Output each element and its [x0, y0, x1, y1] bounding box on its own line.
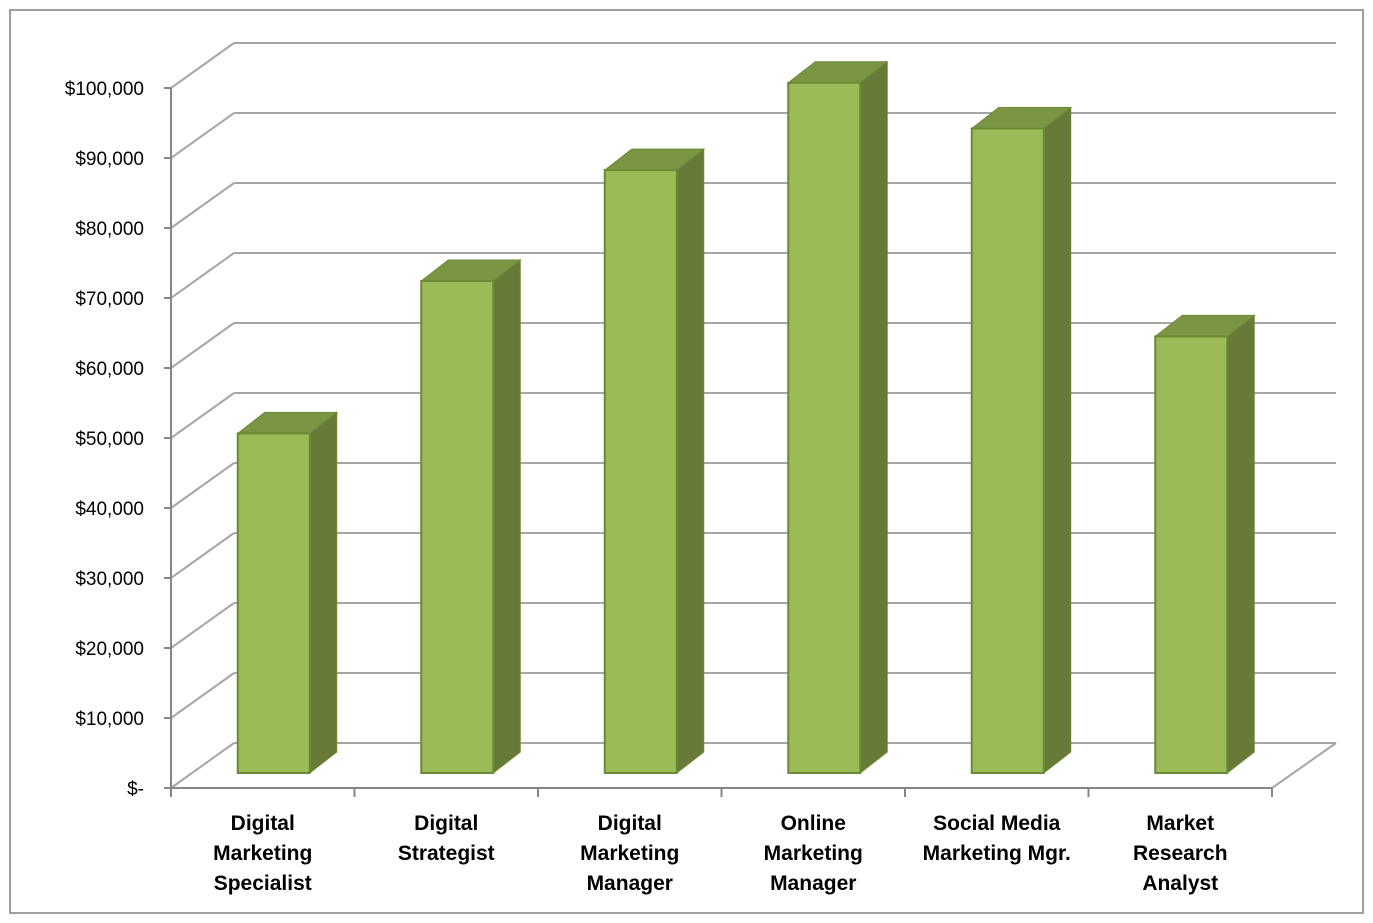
x-category-label-line: Research [1133, 842, 1228, 865]
gridline-side-7 [170, 252, 235, 299]
y-tick-label-10: $100,000 [65, 79, 144, 100]
bar-front-4 [970, 127, 1045, 774]
x-category-label-line: Social Media [933, 812, 1061, 835]
bar-side-0 [309, 411, 338, 775]
x-category-label-1: Digital Strategist [398, 812, 495, 865]
x-category-label-line: Marketing [580, 842, 679, 865]
bar-2 [603, 148, 706, 775]
y-tick-label-4: $40,000 [75, 499, 144, 520]
y-tick-label-0: $- [127, 779, 144, 800]
gridline-side-1 [170, 672, 235, 719]
x-category-label-0: Digital Marketing Specialist [213, 812, 312, 895]
gridline-side-8 [170, 182, 235, 229]
y-tick-label-5: $50,000 [75, 429, 144, 450]
bar-side-5 [1226, 314, 1255, 775]
gridline-side-0 [170, 742, 235, 789]
bar-0 [236, 411, 339, 775]
x-category-label-line: Specialist [214, 872, 312, 895]
x-category-label-5: Market Research Analyst [1133, 812, 1228, 895]
x-category-label-line: Manager [770, 872, 856, 895]
x-category-label-line: Digital [598, 812, 662, 835]
gridline-side-3 [170, 532, 235, 579]
x-category-label-line: Digital [231, 812, 295, 835]
bar-side-3 [859, 60, 888, 775]
x-category-label-4: Social Media Marketing Mgr. [923, 812, 1071, 865]
y-tick-label-7: $70,000 [75, 289, 144, 310]
bar-front-2 [603, 169, 678, 774]
x-category-label-line: Strategist [398, 842, 495, 865]
x-category-label-line: Online [781, 812, 846, 835]
bar-side-2 [676, 148, 705, 775]
x-category-label-line: Marketing [764, 842, 863, 865]
y-tick-label-6: $60,000 [75, 359, 144, 380]
bar-front-1 [420, 279, 495, 774]
bar-front-5 [1154, 335, 1229, 774]
x-category-label-3: Online Marketing Manager [764, 812, 863, 895]
bar-3 [786, 60, 889, 775]
x-category-label-line: Marketing [213, 842, 312, 865]
gridline-side-10 [170, 42, 235, 89]
bar-4 [970, 106, 1073, 775]
gridline-side-6 [170, 322, 235, 369]
gridline-side-4 [170, 462, 235, 509]
bar-1 [419, 258, 522, 775]
gridline-side-5 [170, 392, 235, 439]
x-category-label-2: Digital Marketing Manager [580, 812, 679, 895]
bar-front-0 [236, 432, 311, 774]
y-tick-label-2: $20,000 [75, 639, 144, 660]
y-tick-label-1: $10,000 [75, 709, 144, 730]
bar-5 [1153, 314, 1256, 775]
gridline-side-9 [170, 112, 235, 159]
y-tick-label-8: $80,000 [75, 219, 144, 240]
bar-side-4 [1043, 106, 1072, 775]
bar-front-3 [787, 81, 862, 775]
floor-right-edge [1271, 742, 1337, 789]
bar-side-1 [492, 258, 521, 775]
gridline-side-2 [170, 602, 235, 649]
x-category-label-line: Manager [587, 872, 673, 895]
y-tick-label-3: $30,000 [75, 569, 144, 590]
x-category-label-line: Analyst [1142, 872, 1218, 895]
x-category-label-line: Digital [414, 812, 478, 835]
x-category-label-line: Market [1146, 812, 1214, 835]
y-tick-label-9: $90,000 [75, 149, 144, 170]
x-category-label-line: Marketing Mgr. [923, 842, 1071, 865]
